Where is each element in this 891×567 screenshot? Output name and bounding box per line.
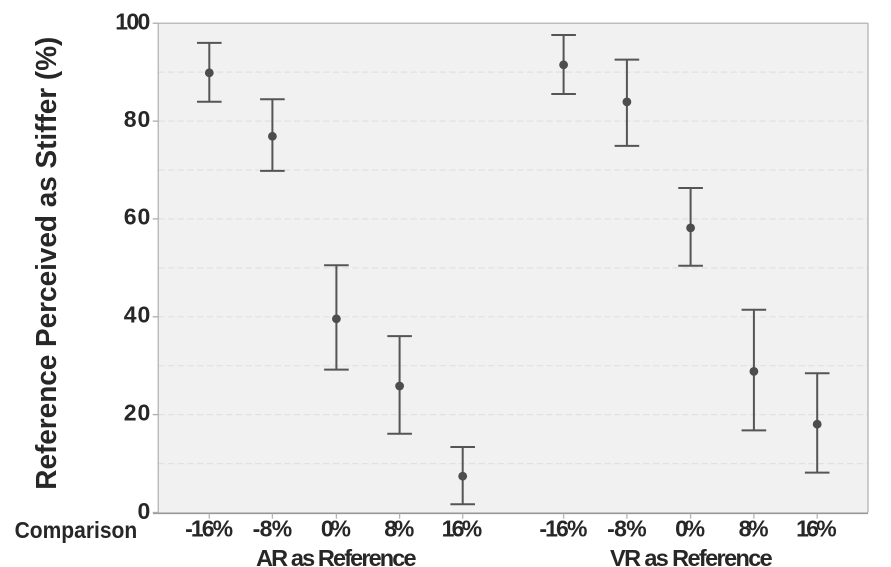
svg-text:8%: 8% xyxy=(384,516,414,542)
svg-text:60: 60 xyxy=(124,204,151,230)
svg-text:16%: 16% xyxy=(442,516,483,542)
svg-text:-16%: -16% xyxy=(185,516,233,542)
svg-text:80: 80 xyxy=(124,106,151,132)
svg-text:0%: 0% xyxy=(321,516,351,542)
svg-text:8%: 8% xyxy=(739,516,769,542)
svg-text:AR as Reference: AR as Reference xyxy=(256,545,417,567)
svg-text:-8%: -8% xyxy=(253,516,293,542)
svg-text:Reference Perceived as Stiffer: Reference Perceived as Stiffer (%) xyxy=(31,37,63,490)
svg-text:20: 20 xyxy=(124,399,151,425)
svg-text:Comparison: Comparison xyxy=(15,517,138,543)
svg-text:0%: 0% xyxy=(675,516,705,542)
svg-text:100: 100 xyxy=(115,9,150,35)
svg-text:VR as Reference: VR as Reference xyxy=(610,545,773,567)
svg-text:16%: 16% xyxy=(796,516,837,542)
svg-text:-16%: -16% xyxy=(539,516,587,542)
svg-text:0: 0 xyxy=(138,498,151,524)
svg-text:40: 40 xyxy=(124,302,151,328)
svg-text:-8%: -8% xyxy=(607,516,647,542)
